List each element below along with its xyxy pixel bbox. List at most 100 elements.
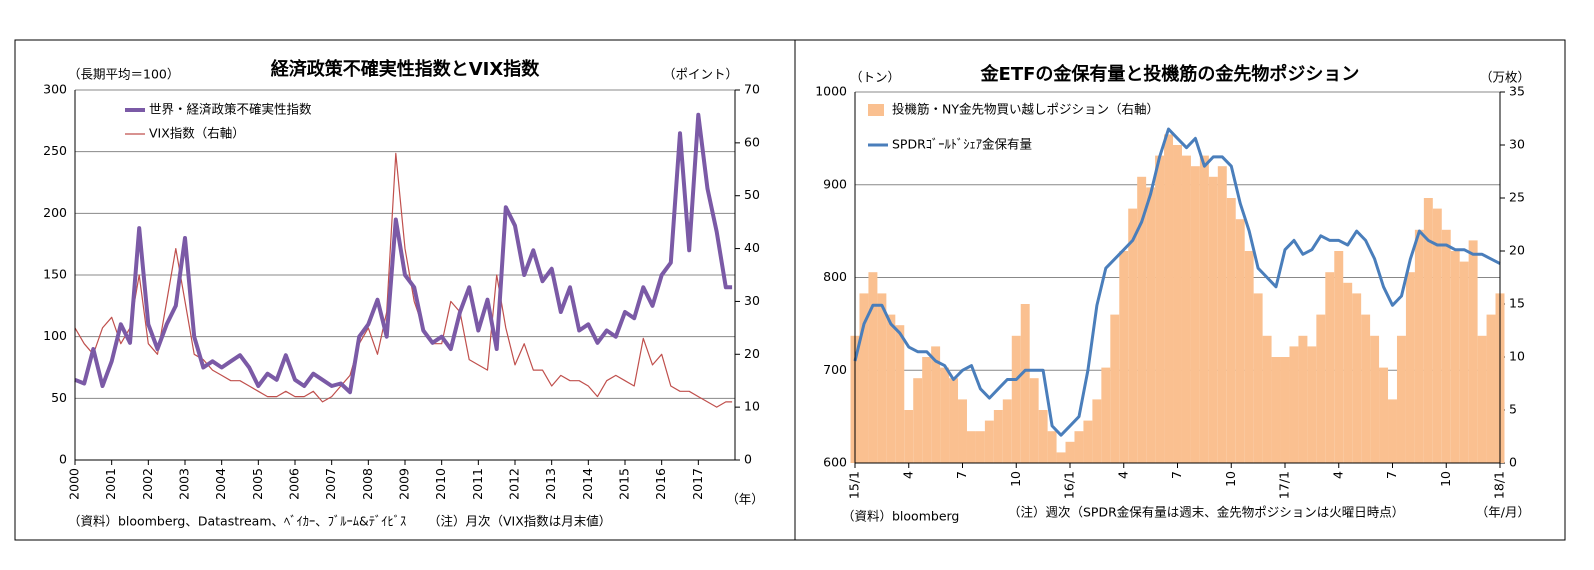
bar <box>1092 399 1102 463</box>
bar <box>949 378 959 463</box>
bar <box>1101 367 1111 463</box>
bar <box>1047 431 1057 463</box>
bar <box>1074 431 1084 463</box>
y2-tick-label: 0 <box>1509 455 1517 470</box>
legend-label: 投機筋・NY金先物買い越しポジション（右軸） <box>892 102 1159 117</box>
bar <box>1011 335 1021 463</box>
bar <box>1432 208 1442 463</box>
bar <box>1253 293 1263 463</box>
bar <box>1173 145 1182 463</box>
bar <box>1450 251 1460 463</box>
y-axis-label: （長期平均＝100） <box>68 67 179 82</box>
y-tick-label: 150 <box>43 267 67 282</box>
bar <box>1468 240 1478 463</box>
bar <box>913 378 923 463</box>
note: （注）週次（SPDR金保有量は週末、金先物ポジションは火曜日時点） <box>1008 505 1404 520</box>
legend-swatch <box>868 104 884 116</box>
x-tick-label: 2002 <box>140 468 155 500</box>
x-tick-label: 15/1 <box>847 471 862 499</box>
y2-tick-label: 5 <box>1509 402 1517 417</box>
bar <box>1352 293 1362 463</box>
bar <box>1307 346 1317 463</box>
y2-tick-label: 0 <box>744 452 752 467</box>
source: （資料）bloomberg <box>842 509 959 524</box>
bar <box>1235 219 1245 463</box>
bar <box>1208 176 1218 464</box>
bar <box>1486 314 1496 463</box>
bar <box>1146 187 1156 463</box>
y-tick-label: 600 <box>823 455 847 470</box>
line <box>853 127 1501 437</box>
bar <box>1190 166 1200 463</box>
bar <box>1155 155 1165 463</box>
bar <box>877 293 887 463</box>
y2-tick-label: 60 <box>744 134 760 149</box>
x-tick-label: 2006 <box>287 468 302 500</box>
y2-tick-label: 30 <box>744 293 760 308</box>
bar <box>1343 282 1353 463</box>
bar <box>1065 441 1075 463</box>
x-tick-label: 4 <box>1115 471 1130 479</box>
bar <box>1244 251 1254 463</box>
bar <box>1271 357 1281 463</box>
legend-label: VIX指数（右軸） <box>149 126 245 141</box>
bar <box>1128 208 1138 463</box>
x-axis-label: （年） <box>726 492 764 507</box>
bar <box>1414 229 1424 463</box>
bar <box>975 431 985 463</box>
bar <box>1298 335 1308 463</box>
bar <box>922 357 932 463</box>
bar <box>868 272 878 463</box>
y-tick-label: 100 <box>43 328 67 343</box>
bar <box>1459 261 1469 463</box>
bar <box>895 325 905 463</box>
y2-tick-label: 50 <box>744 187 760 202</box>
frame <box>14 39 1566 541</box>
bar <box>886 314 896 463</box>
x-tick-label: 2009 <box>397 468 412 500</box>
y-tick-label: 800 <box>823 269 847 284</box>
x-tick-label: 2012 <box>507 468 522 500</box>
x-tick-label: 2004 <box>213 468 228 500</box>
x-tick-label: 7 <box>1384 471 1399 479</box>
bar <box>984 420 994 463</box>
x-tick-label: 2015 <box>617 468 632 500</box>
bar <box>931 346 941 463</box>
y-tick-label: 1000 <box>815 84 847 99</box>
bar <box>1262 335 1272 463</box>
x-tick-label: 2007 <box>323 468 338 500</box>
x-tick-label: 7 <box>954 471 969 479</box>
bar <box>1038 410 1048 463</box>
y2-tick-label: 70 <box>744 82 760 97</box>
bar <box>1056 452 1066 463</box>
x-tick-label: 2014 <box>580 468 595 500</box>
bar <box>1379 367 1389 463</box>
y-tick-label: 200 <box>43 205 67 220</box>
bar <box>1396 335 1406 463</box>
chart-title: 金ETFの金保有量と投機筋の金先物ポジション <box>980 63 1360 85</box>
bar <box>1423 198 1433 463</box>
y2-tick-label: 40 <box>744 240 760 255</box>
bar <box>859 293 869 463</box>
x-tick-label: 4 <box>900 471 915 479</box>
x-tick-label: 7 <box>1169 471 1184 479</box>
bar <box>1110 314 1120 463</box>
bar <box>1477 335 1487 463</box>
legend-label: SPDRｺﾞｰﾙﾄﾞｼｪｱ金保有量 <box>892 137 1032 152</box>
source: （資料）bloomberg、Datastream、ﾍﾞｲｶｰ、ﾌﾞﾙｰﾑ&ﾃﾞｲ… <box>68 514 406 529</box>
bar <box>1181 155 1191 463</box>
bar <box>1083 420 1093 463</box>
bar <box>1388 399 1397 463</box>
y2-axis-label: （万枚） <box>1480 70 1530 85</box>
y2-tick-label: 30 <box>1509 137 1525 152</box>
bar <box>1002 399 1012 463</box>
bar <box>1405 272 1415 463</box>
bar <box>1289 346 1299 463</box>
bar <box>1280 357 1290 463</box>
bar <box>1325 272 1335 463</box>
bar <box>966 431 976 463</box>
y2-tick-label: 10 <box>744 399 760 414</box>
bar <box>940 367 950 463</box>
bar <box>1334 251 1344 463</box>
